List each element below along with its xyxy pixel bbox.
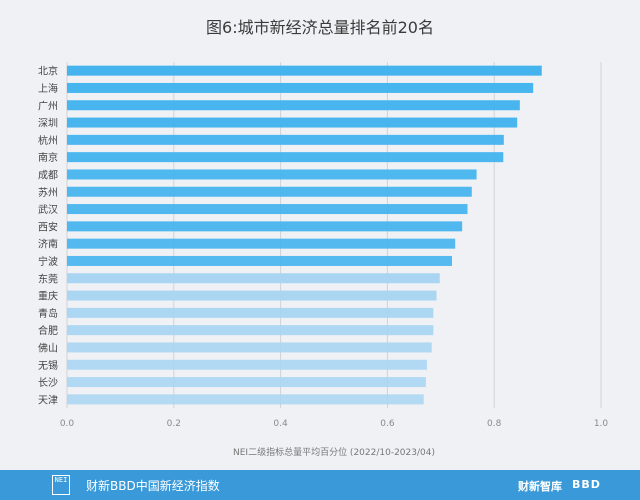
chart-title: 图6:城市新经济总量排名前20名 (206, 18, 434, 37)
nei-logo-icon: NEI (52, 475, 70, 495)
caixin-brand: 财新智库 (518, 480, 562, 493)
bar-西安 (67, 221, 463, 232)
x-tick-label: 0.6 (380, 419, 395, 429)
bar-上海 (67, 82, 534, 93)
category-label: 苏州 (38, 186, 58, 199)
bar-合肥 (67, 325, 434, 336)
category-label: 上海 (38, 82, 58, 95)
bar-佛山 (67, 342, 432, 353)
bar-无锡 (67, 359, 427, 370)
bar-成都 (67, 169, 477, 180)
bar-天津 (67, 394, 424, 405)
bar-深圳 (67, 117, 518, 128)
category-label: 无锡 (38, 359, 58, 372)
x-axis-label: NEI二级指标总量平均百分位 (2022/10-2023/04) (233, 446, 435, 458)
category-label: 宁波 (38, 255, 58, 268)
x-tick-labels: 0.0 0.2 0.4 0.6 0.8 1.0 (60, 419, 609, 429)
bar-济南 (67, 238, 456, 249)
category-label: 重庆 (38, 290, 58, 303)
bar-广州 (67, 100, 520, 111)
category-label: 深圳 (38, 118, 58, 130)
bar-北京 (67, 65, 542, 76)
bar-chart: 北京上海广州深圳杭州南京成都苏州武汉西安济南宁波东莞重庆青岛合肥佛山无锡长沙天津… (38, 62, 609, 458)
category-label: 济南 (38, 238, 58, 251)
footer-bar: NEI 财新BBD中国新经济指数 财新智库 BBD (0, 470, 640, 500)
category-label: 佛山 (38, 341, 58, 354)
bar-重庆 (67, 290, 437, 301)
bar-长沙 (67, 377, 426, 388)
bar-东莞 (67, 273, 440, 284)
category-label: 成都 (38, 169, 58, 181)
category-label: 广州 (38, 100, 58, 112)
category-label: 杭州 (38, 134, 58, 147)
x-tick-label: 0.4 (273, 419, 288, 429)
bar-苏州 (67, 186, 472, 197)
bar-南京 (67, 152, 504, 163)
category-label: 青岛 (38, 307, 58, 320)
category-label: 长沙 (38, 377, 58, 389)
category-label: 南京 (38, 151, 58, 164)
category-label: 武汉 (38, 203, 58, 216)
bar-杭州 (67, 134, 504, 145)
bar-青岛 (67, 307, 434, 318)
bbd-brand: BBD (572, 478, 601, 491)
footer-source: 财新BBD中国新经济指数 (86, 479, 220, 493)
bar-武汉 (67, 204, 468, 215)
category-label: 天津 (38, 394, 58, 406)
category-label: 北京 (38, 65, 58, 78)
gridlines (66, 62, 602, 408)
category-label: 东莞 (38, 272, 58, 285)
x-tick-label: 0.8 (487, 419, 502, 429)
category-label: 西安 (38, 220, 58, 233)
x-tick-label: 0.0 (60, 419, 75, 429)
bar-宁波 (67, 255, 453, 266)
x-tick-label: 0.2 (167, 419, 181, 429)
category-label: 合肥 (38, 324, 58, 337)
x-tick-label: 1.0 (594, 419, 609, 429)
bars (67, 65, 542, 405)
